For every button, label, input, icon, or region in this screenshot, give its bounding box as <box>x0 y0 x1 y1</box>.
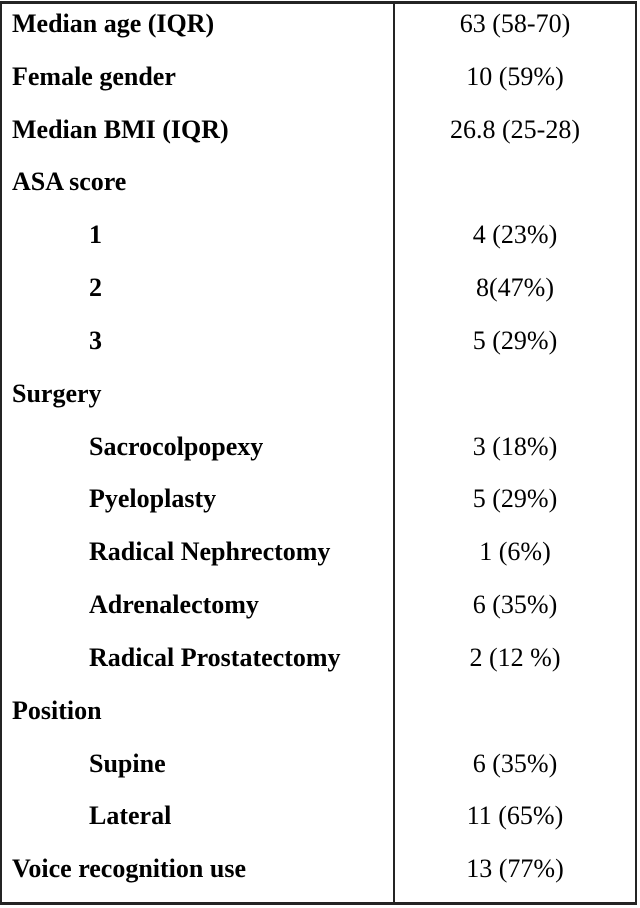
row-value-cell: 11 (65%) <box>466 801 564 831</box>
table-row: Sacrocolpopexy 3 (18%) <box>2 426 635 480</box>
table-row: Voice recognition use 13 (77%) <box>2 849 635 903</box>
row-value-cell <box>395 374 635 427</box>
row-label-cell: Voice recognition use <box>2 849 395 903</box>
row-value-cell: 5 (29%) <box>472 484 558 514</box>
row-value-cell <box>395 162 635 215</box>
table-row: Adrenalectomy 6 (35%) <box>2 585 635 638</box>
table-row: Radical Nephrectomy 1 (6%) <box>2 532 635 586</box>
row-label-cell: 2 <box>2 268 395 321</box>
row-label-cell: 1 <box>2 215 395 269</box>
table-row: Pyeloplasty 5 (29%) <box>2 479 635 533</box>
row-label-cell: Sacrocolpopexy <box>2 426 395 480</box>
row-label-cell: Adrenalectomy <box>2 585 395 638</box>
row-value-cell: 10 (59%) <box>466 61 564 91</box>
row-value-cell: 1 (6%) <box>479 537 551 567</box>
row-value-cell: 5 (29%) <box>472 325 558 355</box>
row-label-cell: Lateral <box>2 796 395 850</box>
table-row: 3 5 (29%) <box>2 320 635 374</box>
table-row: Supine 6 (35%) <box>2 743 635 797</box>
row-value-cell <box>395 691 635 744</box>
row-label-cell: Pyeloplasty <box>2 479 395 533</box>
row-value-cell: 26.8 (25-28) <box>450 114 580 144</box>
table-row: ASA score <box>2 162 635 216</box>
row-label-cell: ASA score <box>2 162 395 216</box>
row-value-cell: 8(47%) <box>476 273 554 303</box>
row-label-cell: Radical Nephrectomy <box>2 532 395 586</box>
table-row: 1 4 (23%) <box>2 215 635 269</box>
row-value-cell: 2 (12 %) <box>469 642 561 672</box>
table-row: Position <box>2 690 635 744</box>
row-value-cell: 3 (18%) <box>472 431 558 461</box>
row-label-cell: Radical Prostatectomy <box>2 637 395 691</box>
table-row: Lateral 11 (65%) <box>2 796 635 850</box>
table-row: 2 8(47%) <box>2 268 635 321</box>
table-row: Female gender 10 (59%) <box>2 56 635 110</box>
row-value-cell: 63 (58-70) <box>459 9 571 38</box>
row-label-cell: Surgery <box>2 373 395 427</box>
row-value-cell: 6 (35%) <box>472 590 558 620</box>
row-label-cell: Position <box>2 690 395 744</box>
row-value-cell: 6 (35%) <box>472 748 558 778</box>
row-label-cell: Female gender <box>2 56 395 110</box>
table-row: Median age (IQR) 63 (58-70) <box>2 4 635 57</box>
row-label-cell: Median BMI (IQR) <box>2 109 395 163</box>
table-row: Radical Prostatectomy 2 (12 %) <box>2 637 635 691</box>
row-value-cell: 4 (23%) <box>472 220 558 250</box>
row-label-cell: Supine <box>2 743 395 797</box>
row-label-cell: Median age (IQR) <box>2 4 395 57</box>
row-value-cell: 13 (77%) <box>466 854 564 884</box>
table-row: Surgery <box>2 373 635 427</box>
row-label-cell: 3 <box>2 320 395 374</box>
table-row: Median BMI (IQR) 26.8 (25-28) <box>2 109 635 163</box>
